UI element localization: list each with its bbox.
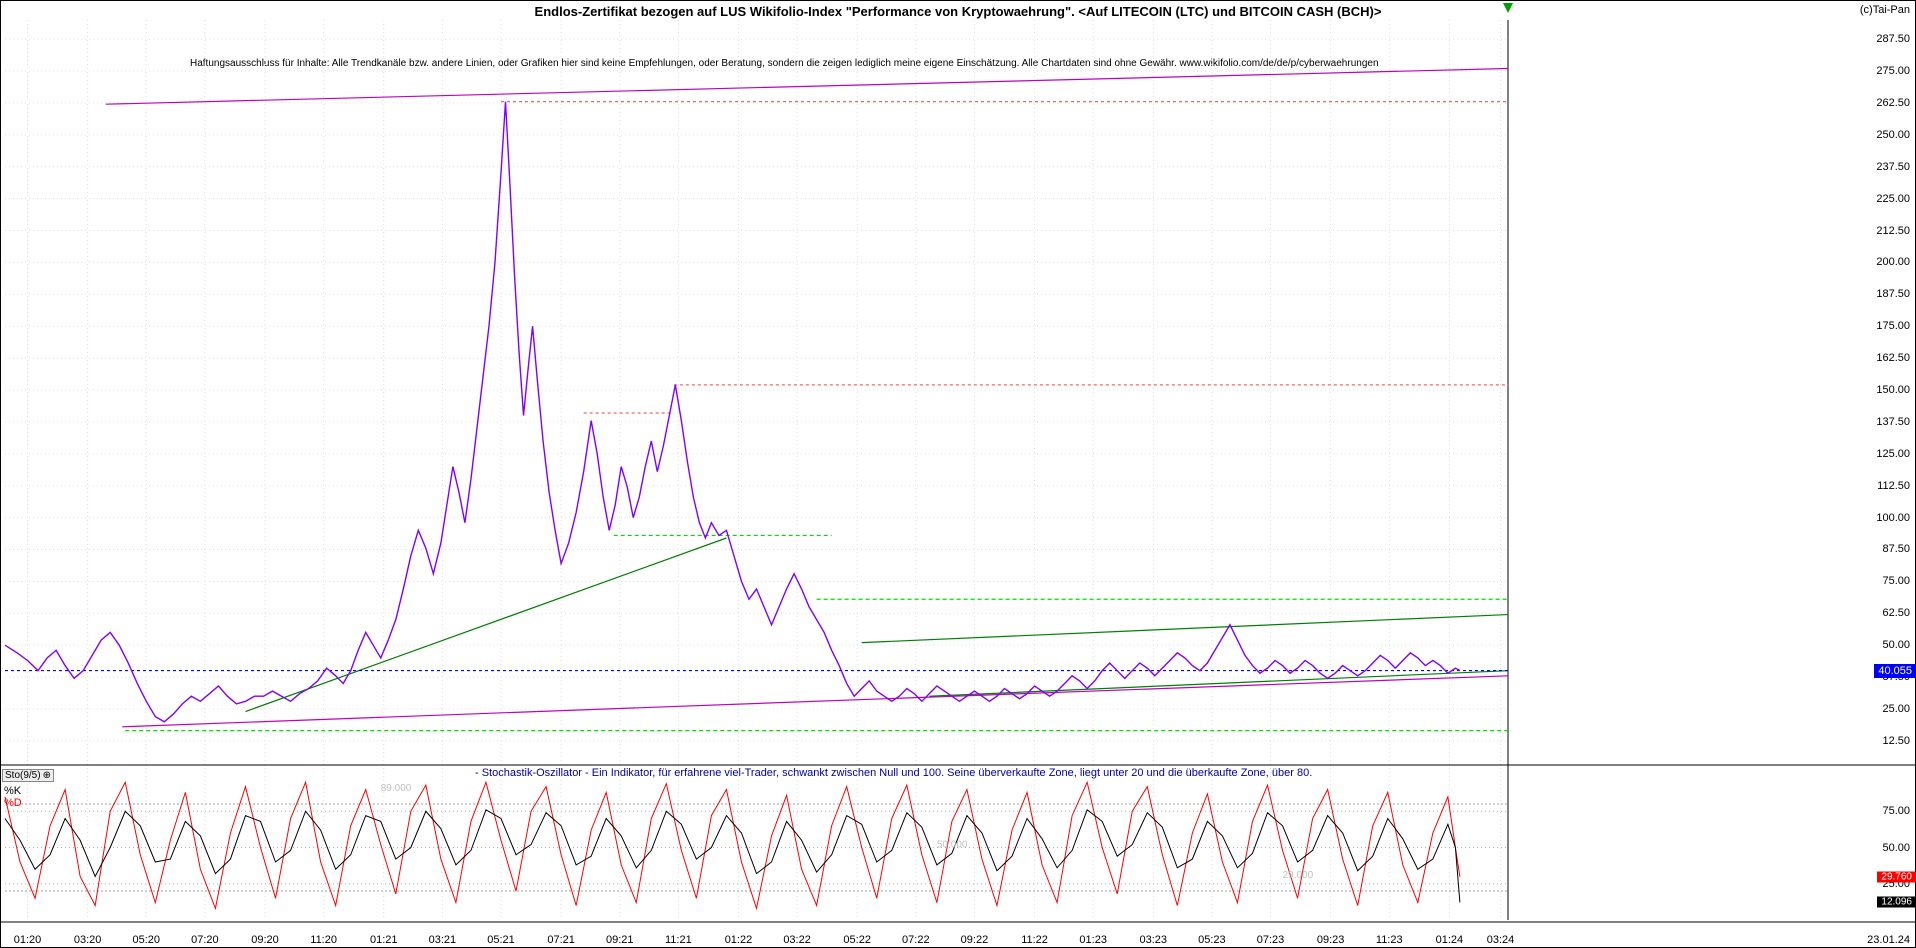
- x-tick-label: 03:23: [1140, 934, 1168, 946]
- y-tick-label: 125.00: [1876, 448, 1910, 460]
- stoch-description: - Stochastik-Oszillator - Ein Indikator,…: [475, 767, 1312, 779]
- x-tick-label: 05:20: [133, 934, 161, 946]
- x-tick-label: 01:23: [1079, 934, 1107, 946]
- svg-text:50.000: 50.000: [937, 840, 968, 851]
- y-tick-label: 237.50: [1876, 161, 1910, 173]
- y-tick-label: 137.50: [1876, 416, 1910, 428]
- y-tick-label: 287.50: [1876, 33, 1910, 45]
- svg-text:89.000: 89.000: [381, 783, 412, 794]
- stoch-label: Sto(9/5): [5, 770, 41, 781]
- x-tick-label: 03:22: [783, 934, 811, 946]
- x-tick-label: 05:23: [1198, 934, 1226, 946]
- x-tick-label: 05:22: [843, 934, 871, 946]
- y-tick-label: 175.00: [1876, 320, 1910, 332]
- y-tick-label: 275.00: [1876, 65, 1910, 77]
- x-tick-label: 11:23: [1376, 934, 1403, 946]
- stoch-k-value-badge: 29.760: [1877, 871, 1916, 882]
- chart-container: Endlos-Zertifikat bezogen auf LUS Wikifo…: [0, 0, 1916, 948]
- x-tick-label: 11:20: [310, 934, 337, 946]
- x-tick-label: 07:20: [191, 934, 219, 946]
- x-tick-label: 07:22: [902, 934, 930, 946]
- y-tick-label: 87.50: [1882, 543, 1910, 555]
- y-tick-label: 12.50: [1882, 735, 1910, 747]
- svg-text:29.000: 29.000: [1283, 870, 1314, 881]
- y-tick-label: 75.00: [1882, 575, 1910, 587]
- current-price-badge: 40.055: [1874, 664, 1916, 678]
- stoch-y-tick-label: 75.00: [1882, 805, 1910, 817]
- y-tick-label: 187.50: [1876, 288, 1910, 300]
- x-tick-label: 07:23: [1257, 934, 1285, 946]
- x-tick-label: 01:24: [1436, 934, 1464, 946]
- x-tick-label: 03:20: [74, 934, 102, 946]
- stoch-k-label: %K: [4, 785, 21, 797]
- y-tick-label: 112.50: [1877, 480, 1910, 492]
- y-tick-label: 212.50: [1876, 225, 1910, 237]
- x-tick-label: 09:22: [961, 934, 989, 946]
- x-tick-label: 09:23: [1317, 934, 1345, 946]
- x-tick-label: 03:21: [429, 934, 457, 946]
- y-tick-label: 50.00: [1882, 639, 1910, 651]
- y-tick-label: 262.50: [1876, 97, 1910, 109]
- x-tick-label: 09:21: [606, 934, 634, 946]
- x-tick-label: 01:22: [725, 934, 753, 946]
- x-tick-label: 11:22: [1021, 934, 1048, 946]
- y-tick-label: 150.00: [1876, 384, 1910, 396]
- x-tick-label: 11:21: [665, 934, 692, 946]
- y-tick-label: 162.50: [1876, 352, 1910, 364]
- x-tick-label: 01:20: [14, 934, 42, 946]
- stochastic-indicator-box[interactable]: Sto(9/5) ⊕: [2, 769, 54, 782]
- x-tick-label: 01:21: [370, 934, 398, 946]
- y-tick-label: 225.00: [1876, 193, 1910, 205]
- x-tick-label: 03:24: [1487, 934, 1515, 946]
- y-tick-label: 200.00: [1876, 256, 1910, 268]
- y-tick-label: 62.50: [1882, 607, 1910, 619]
- chart-svg: 50.000 89.000 29.000: [0, 0, 1916, 948]
- x-tick-label: 07:21: [547, 934, 575, 946]
- x-tick-label: 09:20: [251, 934, 279, 946]
- x-tick-label: 05:21: [487, 934, 515, 946]
- y-tick-label: 250.00: [1876, 129, 1910, 141]
- y-tick-label: 25.00: [1882, 703, 1910, 715]
- stoch-d-label: %D: [4, 797, 22, 809]
- stoch-d-value-badge: 12.096: [1877, 897, 1916, 908]
- date-label: 23.01.24: [1867, 934, 1910, 946]
- y-tick-label: 100.00: [1876, 512, 1910, 524]
- stoch-y-tick-label: 50.00: [1882, 842, 1910, 854]
- crosshair-icon: ⊕: [43, 770, 51, 781]
